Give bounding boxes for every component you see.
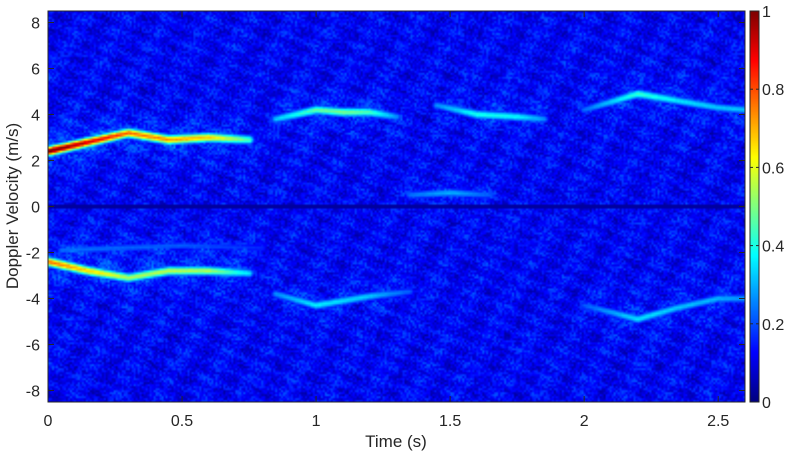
y-tick-label: 8 [31, 16, 40, 33]
x-axis-ticks: 0 0.5 1 1.5 2 2.5 [44, 11, 729, 430]
colorbar-tick-label: 0.8 [762, 82, 784, 99]
y-tick-label: -6 [26, 338, 40, 355]
heatmap-image [48, 11, 745, 402]
x-tick-label: 0 [44, 413, 53, 430]
y-tick-label: -4 [26, 292, 40, 309]
x-tick-label: 1.5 [439, 413, 461, 430]
colorbar-ticks: 0 0.2 0.4 0.6 0.8 1 [750, 4, 784, 412]
y-tick-label: 0 [31, 200, 40, 217]
x-tick-label: 2.5 [707, 413, 729, 430]
colorbar-tick-label: 0 [762, 395, 771, 412]
y-axis-label: Doppler Velocity (m/s) [3, 123, 22, 289]
y-axis-ticks: -8 -6 -4 -2 0 2 4 6 8 [26, 16, 745, 401]
colorbar-tick-label: 0.6 [762, 160, 784, 177]
colorbar: 0 0.2 0.4 0.6 0.8 1 [749, 4, 784, 412]
colorbar-tick-label: 1 [762, 4, 771, 21]
plot-area [47, 10, 746, 403]
y-tick-label: -8 [26, 384, 40, 401]
x-axis-label: Time (s) [365, 432, 427, 451]
y-tick-label: 2 [31, 154, 40, 171]
colorbar-tick-label: 0.4 [762, 239, 784, 256]
colorbar-tick-label: 0.2 [762, 317, 784, 334]
colorbar-frame [749, 10, 760, 403]
y-tick-label: 4 [31, 108, 40, 125]
y-tick-label: -2 [26, 246, 40, 263]
x-tick-label: 2 [580, 413, 589, 430]
x-tick-label: 0.5 [171, 413, 193, 430]
y-tick-label: 6 [31, 62, 40, 79]
colorbar-gradient [750, 11, 759, 402]
x-tick-label: 1 [312, 413, 321, 430]
